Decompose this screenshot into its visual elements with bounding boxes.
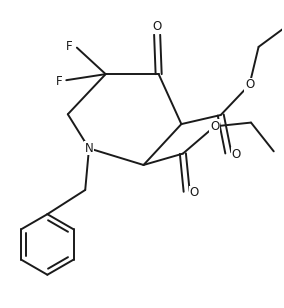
Text: O: O (153, 20, 162, 33)
Text: F: F (66, 40, 73, 53)
Text: O: O (190, 186, 199, 200)
Text: F: F (55, 75, 62, 88)
Text: O: O (245, 78, 254, 91)
Text: O: O (231, 148, 241, 161)
Text: N: N (85, 142, 93, 155)
Text: O: O (210, 120, 219, 133)
